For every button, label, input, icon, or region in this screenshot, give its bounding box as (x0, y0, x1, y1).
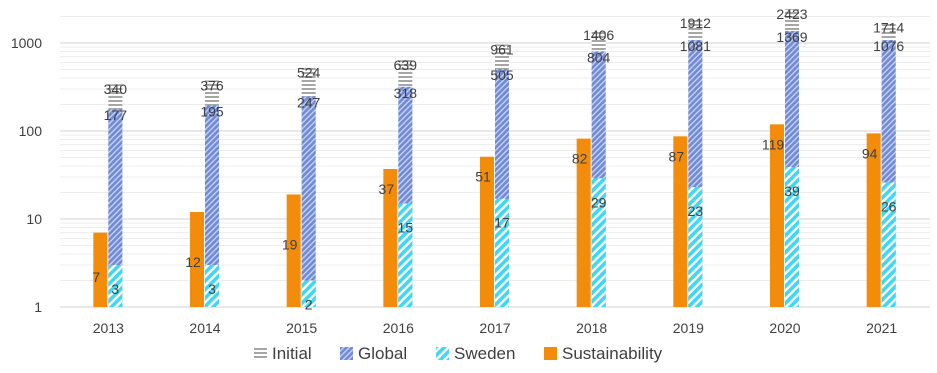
data-label-sustainability-2017: 51 (475, 169, 491, 185)
x-tick-label-2021: 2021 (866, 320, 897, 336)
data-label-sustainability-2018: 82 (572, 151, 588, 167)
bar-sustainability-2019 (673, 136, 688, 307)
data-label-global-2014: 195 (200, 103, 224, 119)
legend-item-global: Global (340, 344, 407, 363)
data-label-initial-2013: 340 (104, 81, 128, 97)
bar-sweden-2019 (688, 187, 703, 307)
data-label-global-2015: 247 (297, 94, 321, 110)
x-axis-labels: 2013 2014 2015 2016 2017 2018 2019 2020 2021 (93, 320, 898, 336)
data-label-sweden-2013: 3 (111, 281, 119, 297)
bar-global-2013 (108, 109, 123, 308)
data-label-initial-2018: 1406 (583, 27, 614, 43)
x-tick-label-2020: 2020 (769, 320, 800, 336)
data-label-sweden-2018: 29 (591, 194, 607, 210)
y-axis-labels: 1 10 100 1000 (11, 35, 42, 315)
data-label-global-2020: 1369 (776, 29, 807, 45)
data-label-sweden-2017: 17 (494, 215, 510, 231)
bar-group-2021 (866, 22, 896, 308)
data-label-sustainability-2021: 94 (862, 145, 878, 161)
y-tick-label-1: 1 (34, 299, 42, 315)
legend-item-sustainability: Sustainability (544, 344, 663, 363)
bar-global-2015 (301, 96, 316, 308)
data-label-sustainability-2020: 119 (762, 136, 785, 152)
data-label-sustainability-2016: 37 (379, 181, 395, 197)
bar-sustainability-2017 (480, 156, 494, 307)
data-label-global-2016: 318 (394, 85, 418, 101)
legend-swatch-initial (254, 347, 267, 360)
data-label-global-2013: 177 (104, 107, 128, 123)
x-tick-label-2015: 2015 (286, 320, 317, 336)
bar-group-2016 (383, 60, 413, 308)
bar-sweden-2021 (881, 182, 896, 307)
bar-sustainability-2020 (770, 124, 784, 307)
bar-group-2017 (480, 44, 509, 308)
data-label-sweden-2019: 23 (688, 203, 704, 219)
bar-sweden-2013 (108, 265, 123, 307)
bar-sweden-2018 (591, 178, 606, 307)
data-label-initial-2016: 639 (394, 57, 418, 73)
x-tick-label-2019: 2019 (673, 320, 704, 336)
bar-global-2014 (205, 105, 219, 307)
data-label-global-2018: 804 (587, 49, 611, 65)
bar-group-2014 (190, 80, 219, 307)
data-label-global-2017: 505 (490, 67, 514, 83)
bar-sweden-2017 (495, 198, 509, 307)
legend-swatch-sustainability (544, 347, 557, 360)
bar-group-2019 (673, 18, 703, 307)
bar-sustainability-2013 (93, 232, 108, 307)
data-label-initial-2017: 961 (490, 42, 514, 58)
bar-sustainability-2015 (286, 194, 301, 307)
legend-swatch-sweden (436, 347, 449, 360)
bar-sweden-2014 (205, 265, 219, 307)
y-tick-label-100: 100 (19, 123, 43, 139)
data-label-sweden-2015: 2 (305, 297, 313, 313)
data-label-sweden-2016: 15 (398, 220, 414, 236)
legend-label-sustainability: Sustainability (562, 344, 663, 363)
bar-sustainability-2018 (576, 138, 591, 307)
data-label-sustainability-2015: 19 (282, 236, 298, 252)
data-label-sweden-2021: 26 (881, 198, 897, 214)
x-tick-label-2014: 2014 (189, 320, 220, 336)
legend: Initial Global Sweden Sustainability (254, 344, 663, 363)
y-tick-label-10: 10 (26, 211, 42, 227)
data-labels: 3401773737619531252424721963931815379615… (92, 6, 904, 312)
bar-sweden-2020 (785, 166, 799, 307)
legend-label-initial: Initial (272, 344, 312, 363)
legend-item-sweden: Sweden (436, 344, 515, 363)
bar-sustainability-2014 (190, 212, 204, 307)
y-tick-label-1000: 1000 (11, 35, 42, 51)
legend-label-global: Global (358, 344, 407, 363)
bar-group-2015 (286, 67, 316, 308)
data-label-initial-2019: 1912 (680, 15, 711, 31)
data-label-initial-2020: 2423 (776, 6, 807, 22)
data-label-sustainability-2019: 87 (669, 148, 685, 164)
x-tick-label-2016: 2016 (383, 320, 414, 336)
data-label-sustainability-2013: 7 (92, 269, 100, 285)
legend-item-initial: Initial (254, 344, 312, 363)
data-label-sweden-2014: 3 (208, 281, 216, 297)
data-label-global-2021: 1076 (873, 38, 904, 54)
data-label-initial-2021: 1714 (873, 19, 904, 35)
x-tick-label-2018: 2018 (576, 320, 607, 336)
bar-group-2020 (770, 9, 799, 308)
data-label-global-2019: 1081 (680, 38, 711, 54)
bar-group-2013 (93, 84, 123, 308)
data-label-initial-2015: 524 (297, 65, 321, 81)
data-label-sweden-2020: 39 (784, 183, 800, 199)
data-label-sustainability-2014: 12 (185, 254, 201, 270)
bar-group-2018 (576, 29, 606, 308)
x-tick-label-2017: 2017 (479, 320, 510, 336)
data-label-initial-2014: 376 (200, 77, 224, 93)
bars (93, 9, 896, 308)
bar-sustainability-2016 (383, 168, 398, 307)
bar-sustainability-2021 (866, 133, 881, 307)
bar-sweden-2016 (398, 203, 413, 307)
legend-swatch-global (340, 347, 353, 360)
bar-sweden-2015 (301, 280, 316, 307)
x-tick-label-2013: 2013 (93, 320, 124, 336)
legend-label-sweden: Sweden (454, 344, 515, 363)
